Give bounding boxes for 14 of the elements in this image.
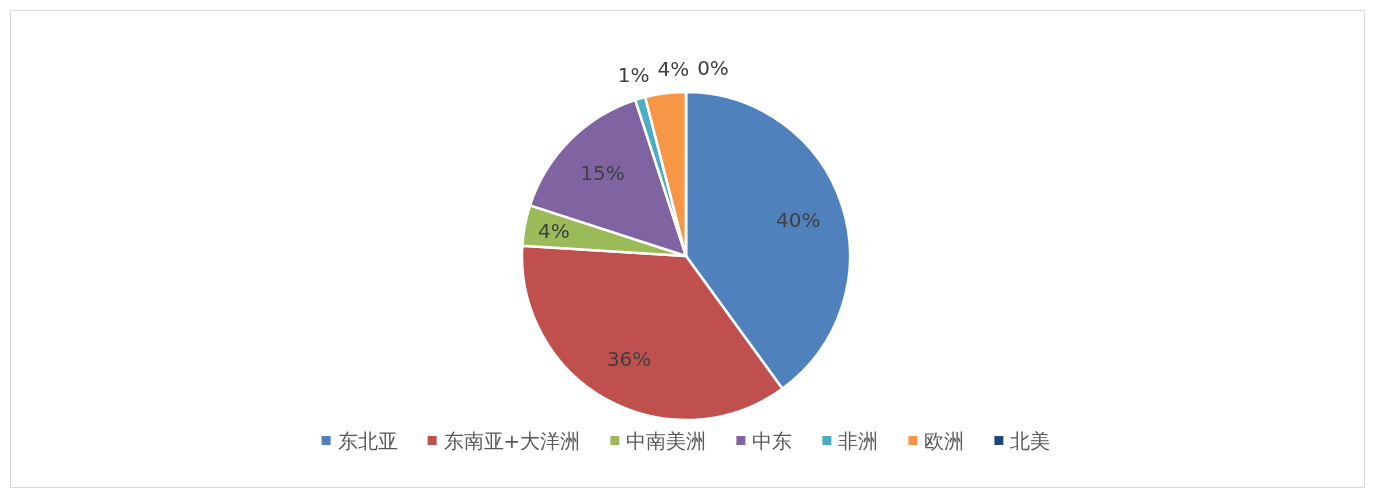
legend-label: 东北亚 <box>337 429 398 453</box>
data-label: 15% <box>580 160 625 185</box>
data-label: 40% <box>776 207 821 232</box>
data-label: 4% <box>538 218 570 243</box>
data-label: 1% <box>617 63 650 88</box>
legend-label: 欧洲 <box>924 429 965 453</box>
legend-label: 非洲 <box>838 429 879 453</box>
legend-label: 北美 <box>1010 429 1051 453</box>
data-label: 36% <box>606 347 652 372</box>
data-label: 4% <box>657 57 690 82</box>
legend-label: 中东 <box>752 429 793 453</box>
legend-label: 中南美洲 <box>626 429 707 453</box>
text: 0% <box>697 56 729 80</box>
legend-label: 东南亚+大洋洲 <box>443 429 581 453</box>
